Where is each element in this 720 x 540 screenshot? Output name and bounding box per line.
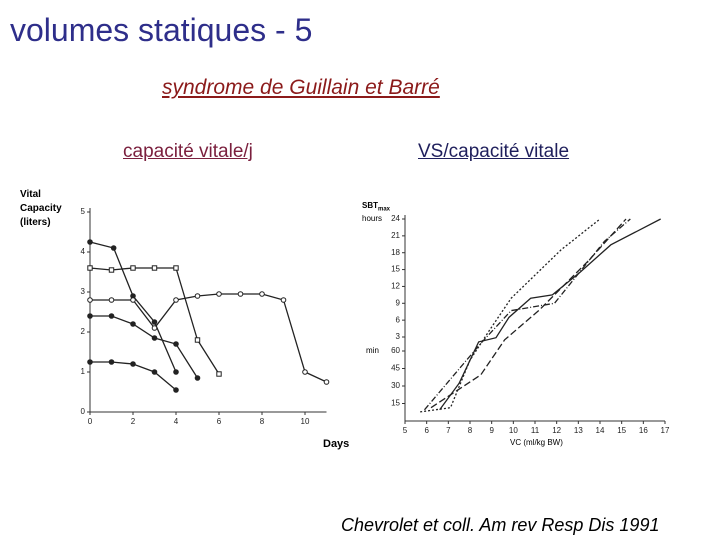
x-tick-label: 13 (574, 426, 583, 435)
slide-title: volumes statiques - 5 (10, 12, 313, 48)
marker (87, 313, 93, 319)
slide-subtitle: syndrome de Guillain et Barré (162, 76, 440, 99)
y-tick-label: 12 (391, 282, 400, 291)
y-tick-label: 15 (391, 399, 400, 408)
marker (151, 265, 158, 271)
marker (130, 297, 136, 303)
marker (151, 325, 158, 331)
y-tick-label: 21 (391, 231, 400, 240)
x-tick-label: 17 (661, 426, 670, 435)
series-line (89, 241, 177, 373)
y-tick-label: 1 (81, 367, 86, 376)
marker (237, 291, 244, 297)
marker (280, 297, 287, 303)
chart-heading: VS/capacité vitale (418, 141, 570, 162)
y-tick-label: 0 (81, 407, 86, 416)
x-tick-label: 5 (403, 426, 408, 435)
x-tick-label: 14 (596, 426, 605, 435)
y-units: min (366, 346, 379, 355)
series-line (90, 315, 199, 379)
marker (151, 335, 158, 341)
x-tick-label: 16 (639, 426, 648, 435)
y-units: hours (362, 214, 383, 223)
marker (173, 387, 179, 393)
series-line (90, 293, 327, 383)
x-tick-label: 12 (552, 426, 561, 435)
series-line (420, 218, 601, 413)
y-axis-label: SBTmax (362, 201, 390, 213)
marker (87, 297, 93, 303)
y-tick-label: 5 (81, 207, 86, 216)
x-tick-label: 8 (260, 417, 265, 426)
marker (130, 321, 136, 327)
x-tick-label: 4 (174, 417, 179, 426)
x-tick-label: 15 (617, 426, 626, 435)
marker (173, 341, 179, 347)
y-axis-label: Vital Capacity (liters) (20, 189, 62, 228)
x-axis-label: VC (ml/kg BW) (510, 438, 563, 447)
series-line (439, 218, 661, 411)
x-tick-label: 6 (424, 426, 429, 435)
x-tick-label: 6 (217, 417, 222, 426)
y-tick-label: 45 (391, 364, 400, 373)
marker (173, 265, 179, 271)
x-tick-label: 11 (531, 426, 540, 435)
y-tick-label: 2 (81, 327, 86, 336)
marker (194, 375, 201, 381)
y-tick-label: 15 (391, 265, 400, 274)
x-tick-label: 7 (446, 426, 451, 435)
y-tick-label: 18 (391, 248, 400, 257)
marker (130, 361, 136, 367)
marker (151, 319, 158, 325)
marker (87, 359, 93, 365)
y-tick-label: 4 (81, 247, 86, 256)
x-tick-label: 8 (468, 426, 473, 435)
y-tick-label: 30 (391, 381, 400, 390)
x-tick-label: 10 (509, 426, 518, 435)
marker (87, 265, 93, 271)
marker (173, 297, 179, 303)
marker (151, 369, 158, 375)
chart-heading: capacité vitale/j (123, 141, 253, 162)
marker (173, 369, 179, 375)
marker (194, 293, 201, 299)
x-tick-label: 9 (489, 426, 494, 435)
x-tick-label: 2 (131, 417, 136, 426)
marker (108, 359, 115, 365)
marker (87, 239, 93, 245)
marker (194, 337, 201, 343)
series-line (430, 218, 627, 409)
y-tick-label: 24 (391, 214, 400, 223)
x-axis-label: Days (323, 438, 350, 450)
marker (130, 265, 136, 271)
x-tick-label: 10 (301, 417, 310, 426)
marker (216, 371, 222, 377)
y-tick-label: 6 (396, 315, 401, 324)
source: Chevrolet et coll. Am rev Resp Dis 1991 (341, 515, 660, 535)
y-tick-label: 9 (396, 298, 401, 307)
marker (323, 379, 330, 385)
marker (108, 313, 115, 319)
marker (259, 291, 265, 297)
marker (216, 291, 222, 297)
marker (302, 369, 308, 375)
y-tick-label: 60 (391, 346, 400, 355)
y-tick-label: 3 (81, 287, 86, 296)
y-axis-label: SBT (362, 201, 378, 210)
marker (108, 297, 115, 303)
marker (108, 267, 115, 273)
y-tick-label: 3 (396, 332, 401, 341)
x-tick-label: 0 (88, 417, 93, 426)
marker (110, 245, 117, 251)
y-axis-label-sub: max (378, 206, 391, 213)
